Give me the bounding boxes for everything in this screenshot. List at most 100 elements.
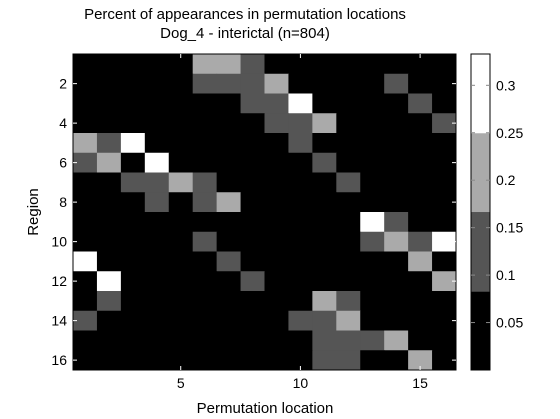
heatmap-cell bbox=[408, 350, 433, 371]
heatmap-cell bbox=[96, 291, 122, 312]
heatmap-cell bbox=[312, 133, 337, 154]
heatmap-cell bbox=[120, 291, 146, 312]
heatmap-cell bbox=[120, 113, 146, 134]
heatmap-cell bbox=[384, 330, 409, 351]
heatmap-cell bbox=[216, 54, 242, 75]
heatmap-cell bbox=[360, 350, 385, 371]
x-tick-label: 10 bbox=[293, 375, 309, 391]
heatmap-cell bbox=[384, 192, 409, 213]
heatmap-cell bbox=[432, 271, 457, 292]
heatmap-cell bbox=[168, 291, 194, 312]
heatmap-cell bbox=[96, 93, 122, 114]
heatmap-cell bbox=[336, 291, 361, 312]
heatmap-cell bbox=[264, 271, 289, 292]
heatmap-cell bbox=[192, 133, 218, 154]
heatmap-cell bbox=[120, 93, 146, 114]
heatmap-cell bbox=[432, 310, 457, 331]
heatmap-cell bbox=[384, 73, 409, 94]
chart-title: Percent of appearances in permutation lo… bbox=[84, 6, 406, 23]
heatmap-cell bbox=[240, 192, 265, 213]
heatmap-cell bbox=[144, 330, 170, 351]
heatmap-cell bbox=[264, 192, 289, 213]
plot-frame bbox=[72, 53, 457, 371]
heatmap-cell bbox=[216, 152, 242, 173]
heatmap-cell bbox=[168, 152, 194, 173]
heatmap-cell bbox=[384, 133, 409, 154]
heatmap-cell bbox=[216, 231, 242, 252]
heatmap-cell bbox=[120, 133, 146, 154]
heatmap-cell bbox=[192, 93, 218, 114]
heatmap-cell bbox=[120, 271, 146, 292]
heatmap-cell bbox=[288, 251, 313, 272]
heatmap-cell bbox=[336, 310, 361, 331]
heatmap-cell bbox=[336, 350, 361, 371]
heatmap-cell bbox=[384, 152, 409, 173]
heatmap-cell bbox=[240, 54, 265, 75]
heatmap-cell bbox=[408, 192, 433, 213]
heatmap-cell bbox=[432, 133, 457, 154]
heatmap-cell bbox=[73, 113, 98, 134]
heatmap-cell bbox=[96, 152, 122, 173]
heatmap-cell bbox=[312, 172, 337, 193]
heatmap-cell bbox=[312, 73, 337, 94]
heatmap-cell bbox=[96, 271, 122, 292]
colorbar-segment bbox=[471, 291, 490, 371]
heatmap-cell bbox=[432, 192, 457, 213]
heatmap-cell bbox=[216, 350, 242, 371]
heatmap-cell bbox=[120, 350, 146, 371]
heatmap-cell bbox=[240, 133, 265, 154]
y-tick-label: 6 bbox=[59, 155, 67, 171]
heatmap-cell bbox=[408, 291, 433, 312]
heatmap-cell bbox=[336, 113, 361, 134]
heatmap-cell bbox=[240, 291, 265, 312]
heatmap-cell bbox=[360, 54, 385, 75]
colorbar bbox=[471, 54, 490, 371]
heatmap-cell bbox=[216, 212, 242, 233]
heatmap-cell bbox=[73, 172, 98, 193]
heatmap-cell bbox=[432, 73, 457, 94]
heatmap-cell bbox=[408, 212, 433, 233]
heatmap-cell bbox=[216, 310, 242, 331]
heatmap-cell bbox=[312, 152, 337, 173]
colorbar-frame bbox=[470, 53, 491, 371]
x-axis-ticks: 5 10 15 bbox=[177, 54, 428, 391]
heatmap-cell bbox=[384, 93, 409, 114]
heatmap-cell bbox=[168, 54, 194, 75]
heatmap-cell bbox=[216, 330, 242, 351]
heatmap-cell bbox=[73, 310, 98, 331]
colorbar-tick-label: 0.05 bbox=[496, 315, 523, 331]
heatmap-cell bbox=[144, 350, 170, 371]
heatmap-cell bbox=[96, 113, 122, 134]
heatmap-cell bbox=[264, 330, 289, 351]
heatmap-cell bbox=[192, 350, 218, 371]
heatmap-cell bbox=[408, 271, 433, 292]
heatmap-cell bbox=[240, 73, 265, 94]
heatmap-cell bbox=[240, 251, 265, 272]
heatmap-cell bbox=[432, 350, 457, 371]
heatmap-cell bbox=[192, 172, 218, 193]
heatmap-cell bbox=[336, 330, 361, 351]
heatmap-cell bbox=[360, 330, 385, 351]
heatmap-cell bbox=[312, 291, 337, 312]
heatmap-cell bbox=[168, 192, 194, 213]
heatmap-cell bbox=[360, 133, 385, 154]
heatmap-cell bbox=[168, 330, 194, 351]
heatmap-cell bbox=[312, 231, 337, 252]
heatmap-cell bbox=[168, 251, 194, 272]
y-tick-label: 2 bbox=[59, 76, 67, 92]
heatmap-cell bbox=[144, 152, 170, 173]
heatmap-cell bbox=[264, 113, 289, 134]
heatmap-cell bbox=[96, 192, 122, 213]
heatmap-cell bbox=[408, 251, 433, 272]
heatmap-cell bbox=[312, 271, 337, 292]
x-tick-label: 5 bbox=[177, 375, 185, 391]
heatmap-cell bbox=[360, 310, 385, 331]
heatmap-cell bbox=[240, 212, 265, 233]
heatmap-cell bbox=[120, 152, 146, 173]
heatmap-cell bbox=[288, 310, 313, 331]
heatmap-cell bbox=[432, 231, 457, 252]
heatmap-cell bbox=[288, 271, 313, 292]
heatmap-cell bbox=[240, 93, 265, 114]
heatmap-cell bbox=[336, 152, 361, 173]
